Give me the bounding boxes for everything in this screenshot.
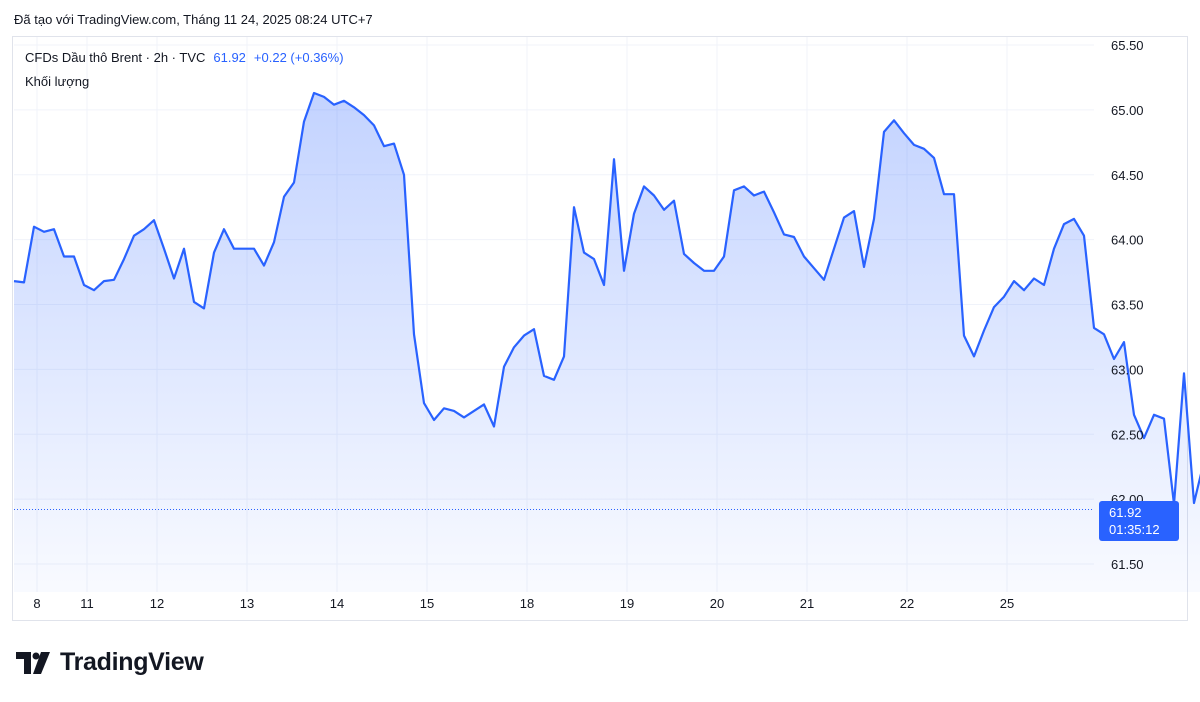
- chart-legend: CFDs Dầu thô Brent · 2h · TVC 61.92 +0.22 …: [25, 49, 344, 91]
- x-tick-label: 13: [240, 596, 254, 611]
- x-tick-label: 11: [80, 596, 94, 611]
- x-tick-label: 22: [900, 596, 914, 611]
- x-tick-label: 15: [420, 596, 434, 611]
- x-axis: 8 11 12 13 14 15 18 19 20 21 22 25: [33, 596, 1014, 611]
- price-area-fill: [14, 93, 1200, 592]
- y-tick-label: 63.00: [1111, 362, 1144, 377]
- x-tick-label: 8: [33, 596, 40, 611]
- x-tick-label: 12: [150, 596, 164, 611]
- last-price-badge: 61.92 01:35:12: [1099, 501, 1179, 541]
- chart-frame[interactable]: [12, 36, 1188, 621]
- price-chart[interactable]: 61.5062.0062.5063.0063.5064.0064.5065.00…: [0, 0, 1200, 640]
- badge-price: 61.92: [1109, 505, 1142, 520]
- x-tick-label: 21: [800, 596, 814, 611]
- price-change: +0.22 (+0.36%): [253, 50, 344, 65]
- y-tick-label: 61.50: [1111, 557, 1144, 572]
- y-tick-label: 64.00: [1111, 233, 1144, 248]
- tradingview-logo[interactable]: TradingView: [16, 648, 204, 677]
- brand-wordmark: TradingView: [60, 648, 204, 676]
- volume-label[interactable]: Khối lượng: [25, 74, 90, 89]
- y-tick-label: 65.00: [1111, 103, 1144, 118]
- created-with-caption: Đã tạo với TradingView.com, Tháng 11 24,…: [14, 12, 373, 27]
- y-tick-label: 65.50: [1111, 38, 1144, 53]
- price-line: [13, 91, 1200, 506]
- x-tick-label: 19: [620, 596, 634, 611]
- x-tick-label: 20: [710, 596, 724, 611]
- x-tick-label: 14: [330, 596, 344, 611]
- last-value: 61.92: [213, 50, 246, 65]
- tradingview-logo-icon: [16, 651, 50, 674]
- badge-countdown: 01:35:12: [1109, 522, 1160, 537]
- x-tick-label: 18: [520, 596, 534, 611]
- symbol-label[interactable]: CFDs Dầu thô Brent · 2h · TVC: [25, 50, 206, 65]
- y-tick-label: 62.50: [1111, 427, 1144, 442]
- y-axis: 61.5062.0062.5063.0063.5064.0064.5065.00…: [1111, 38, 1144, 572]
- x-tick-label: 25: [1000, 596, 1014, 611]
- y-tick-label: 63.50: [1111, 298, 1144, 313]
- y-tick-label: 64.50: [1111, 168, 1144, 183]
